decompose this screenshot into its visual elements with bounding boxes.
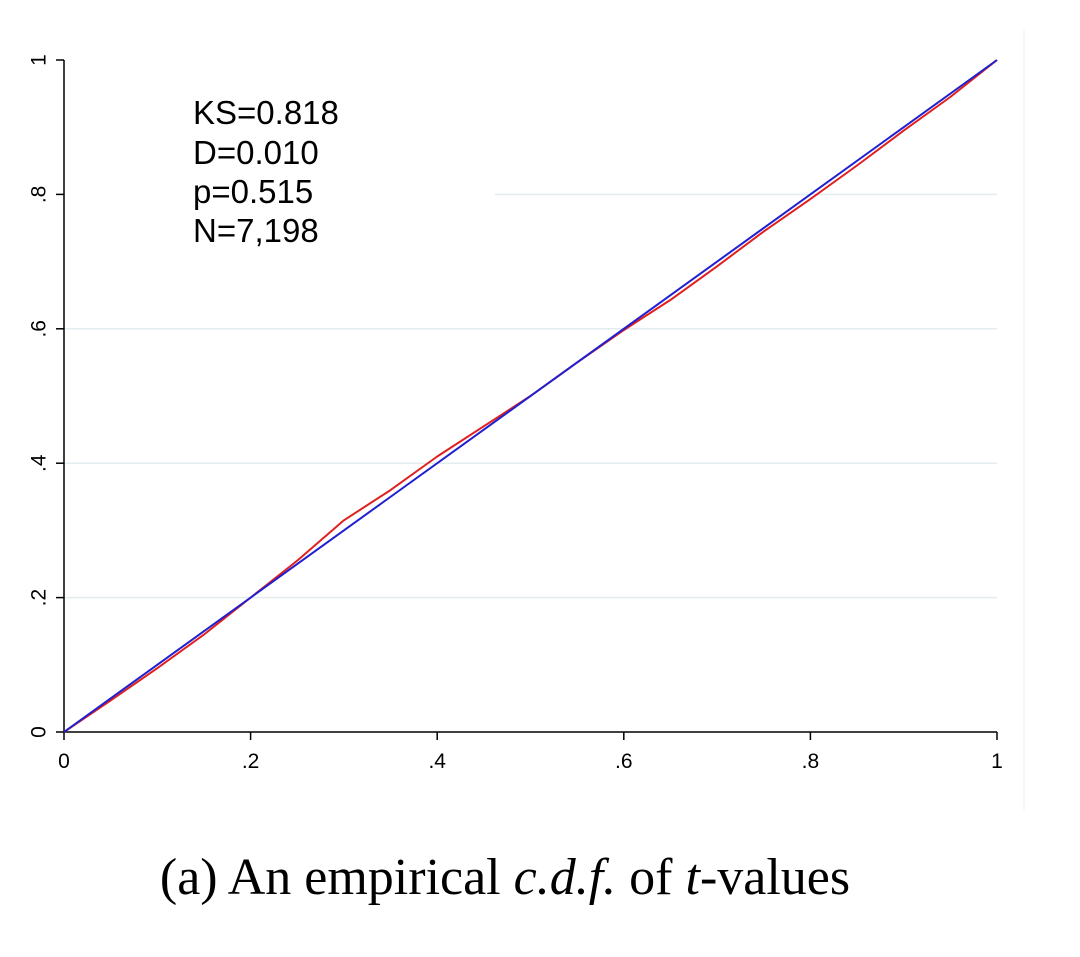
- x-tick-label: .6: [615, 750, 633, 773]
- y-tick-label: .8: [28, 186, 51, 204]
- x-tick-label: 1: [991, 750, 1003, 773]
- caption-mid: of: [616, 849, 686, 906]
- y-tick-label: 0: [28, 726, 51, 738]
- caption-cdf: c.d.f.: [513, 849, 617, 906]
- stats-annotation: KS=0.818 D=0.010 p=0.515 N=7,198: [193, 94, 339, 249]
- caption-suffix: -values: [699, 849, 851, 906]
- x-tick-label: .8: [802, 750, 820, 773]
- uniform-cdf-line: [63, 59, 998, 733]
- x-tick-label: .2: [242, 750, 260, 773]
- y-tick-label: 1: [28, 54, 51, 66]
- caption-t: t: [685, 849, 700, 906]
- series-lines: [63, 59, 998, 733]
- cdf-chart: 0 .2 .4 .6 .8 1 0 .2 .4 .6 .8 1 KS=0.818 D=0.010 p…: [28, 30, 1025, 810]
- stat-ks: KS=0.818: [193, 94, 339, 131]
- x-tick-label: .4: [428, 750, 446, 773]
- y-tick-label: .4: [28, 454, 51, 472]
- stat-d: D=0.010: [193, 134, 319, 171]
- y-ticks: 0 .2 .4 .6 .8 1: [28, 54, 64, 738]
- caption-prefix: (a) An empirical: [159, 849, 514, 906]
- y-tick-label: .6: [28, 320, 51, 338]
- stat-n: N=7,198: [193, 212, 319, 249]
- figure-caption: (a) An empirical c.d.f. of t-values: [0, 848, 1010, 907]
- stat-p: p=0.515: [193, 173, 313, 210]
- x-tick-label: 0: [58, 750, 70, 773]
- x-ticks: 0 .2 .4 .6 .8 1: [58, 732, 1003, 773]
- y-tick-label: .2: [28, 589, 51, 607]
- grid-lines: [64, 193, 997, 599]
